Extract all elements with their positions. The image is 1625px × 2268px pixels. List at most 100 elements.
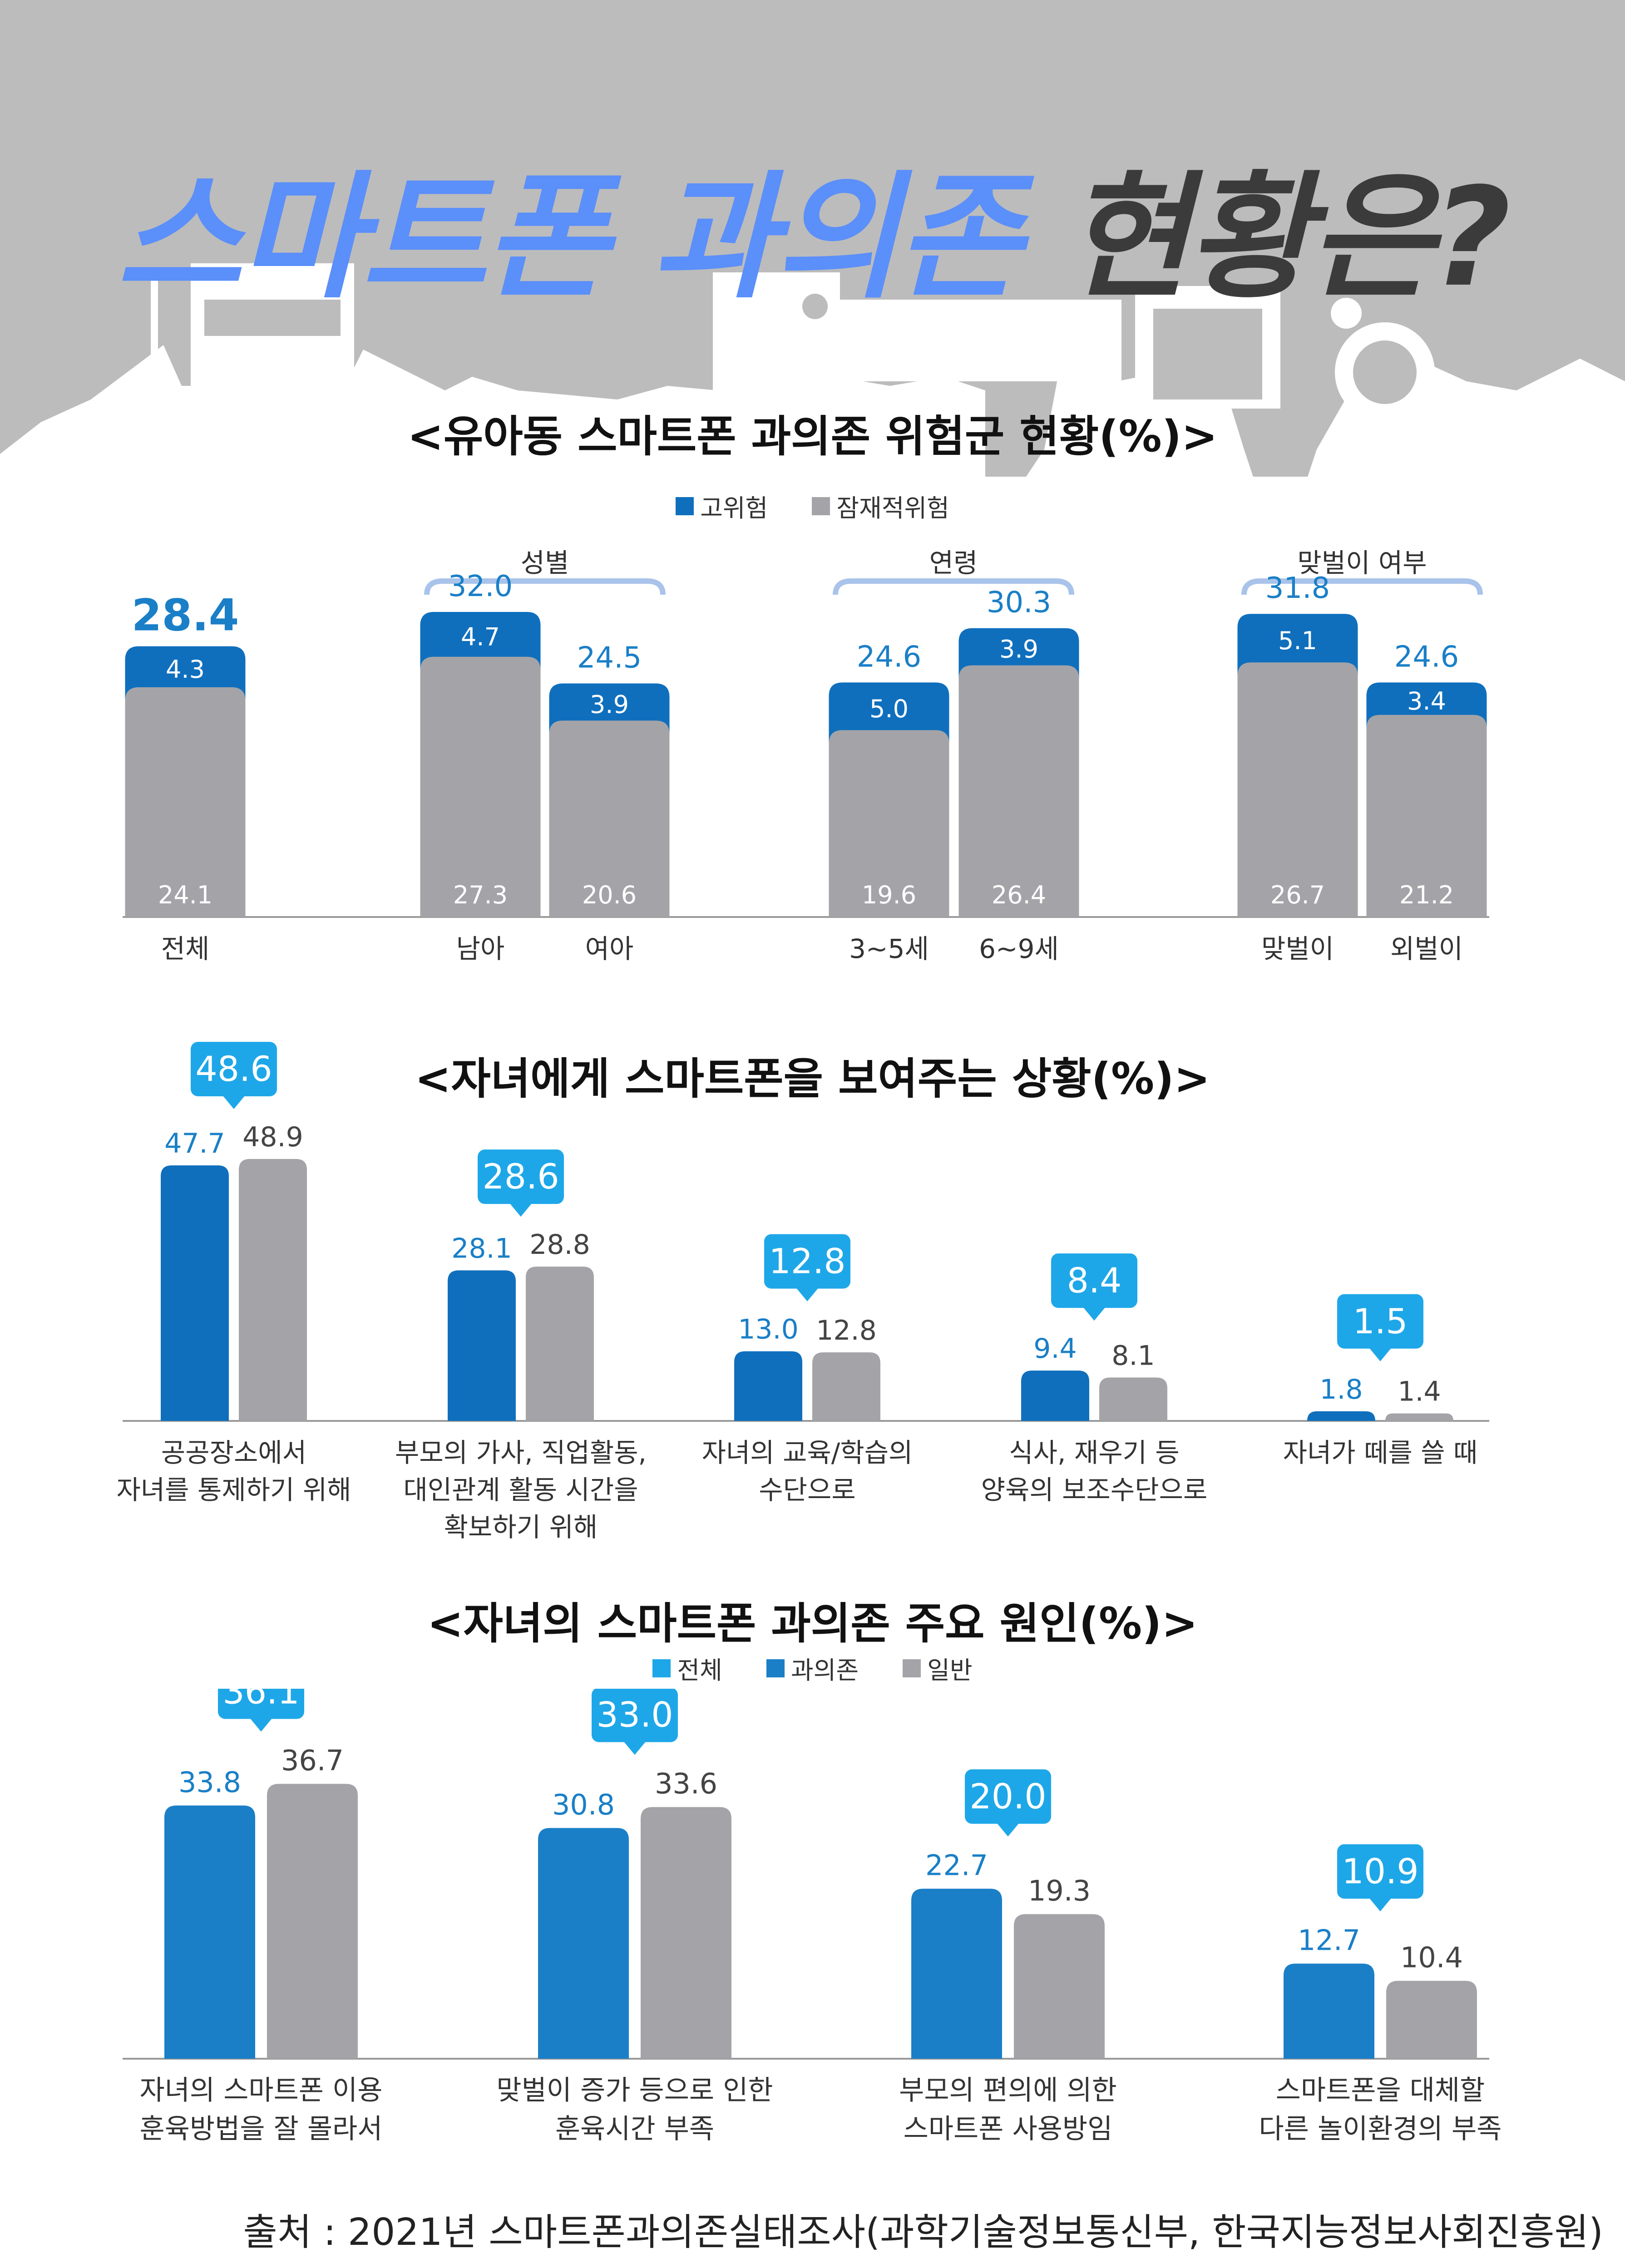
building-3: [840, 300, 1121, 381]
chart2-bar-series-b: [1099, 1377, 1167, 1421]
chart3-value-label-normal: 10.4: [1400, 1941, 1463, 1974]
chart2-total-callout-label: 8.4: [1067, 1260, 1122, 1301]
chart1-group-bracket: [833, 578, 1074, 595]
chart2-value-label-b: 48.9: [242, 1121, 303, 1153]
chart3-total-callout-bubble: [1337, 1844, 1423, 1899]
round-tower-inner: [1353, 340, 1417, 404]
chart2-category-label: 부모의 가사, 직업활동,: [395, 1437, 647, 1468]
chart1-total-label: 28.4: [132, 590, 239, 641]
chart3-total-callout-pointer: [624, 1741, 646, 1755]
chart2-total-callout-label: 12.8: [769, 1241, 845, 1282]
source-note: 출처 : 2021년 스마트폰과의존실태조사(과학기술정보통신부, 한국지능정보…: [243, 2211, 1603, 2254]
chart1-high-risk-label: 5.0: [869, 695, 909, 723]
chart2-value-label-a: 1.8: [1319, 1374, 1363, 1405]
chart3-value-label-overdependent: 30.8: [552, 1788, 615, 1821]
legend-item-high-risk: 고위험: [676, 488, 768, 524]
chart1-high-risk-label: 4.7: [461, 622, 500, 651]
legend-swatch-normal: [903, 1659, 921, 1677]
chart1-high-risk-label: 5.1: [1278, 626, 1317, 655]
legend-item-overdependent: 과의존: [766, 1650, 859, 1686]
chart2-value-label-a: 28.1: [451, 1233, 512, 1264]
chart1-category-label: 외벌이: [1390, 933, 1463, 964]
chart3-bar-normal: [267, 1784, 358, 2059]
chart1-total-label: 24.6: [857, 640, 922, 674]
chart1-category-label: 맞벌이: [1261, 933, 1334, 964]
chart2-bar-series-b: [239, 1159, 307, 1421]
chart2-bar-series-a: [1307, 1411, 1375, 1421]
chart1-high-risk-label: 4.3: [166, 655, 205, 684]
chart2-total-callout-pointer: [1083, 1307, 1105, 1321]
chart1-group-label: 연령: [929, 547, 978, 578]
antenna-ball-2: [1331, 298, 1362, 329]
chart1-high-risk-label: 3.9: [590, 690, 629, 719]
chart1-bar-potential-risk: [549, 720, 670, 917]
chart3-category-label: 자녀의 스마트폰 이용: [140, 2075, 383, 2106]
chart2-title: <자녀에게 스마트폰을 보여주는 상황(%)>: [415, 1054, 1210, 1104]
chart1-category-label: 여아: [585, 933, 634, 964]
header-background: [0, 0, 1625, 477]
chart1-bar-potential-risk: [420, 656, 541, 917]
chart2-category-label: 공공장소에서: [161, 1437, 306, 1468]
chart1-category-label: 3~5세: [849, 933, 929, 964]
chart2-value-label-a: 47.7: [164, 1128, 225, 1159]
legend-swatch-overdependent: [766, 1659, 785, 1677]
chart3-total-callout-pointer: [1369, 1898, 1391, 1912]
chart3-bar-overdependent: [1284, 1963, 1374, 2059]
chart1-potential-risk-label: 27.3: [453, 881, 508, 909]
legend-label-normal: 일반: [927, 1656, 973, 1685]
chart1-bar-potential-risk: [1237, 662, 1358, 917]
chart3-bar-normal: [1386, 1981, 1477, 2059]
chart1-legend: 고위험 잠재적위험: [0, 488, 1625, 524]
chart3-total-callout-label: 36.1: [222, 1689, 299, 1711]
legend-label-total: 전체: [677, 1656, 722, 1685]
chart1-category-label: 전체: [161, 933, 210, 964]
chart2-bar-series-a: [161, 1165, 229, 1421]
chart2-bar-series-a: [734, 1351, 802, 1421]
chart1-bar-potential-risk: [125, 687, 246, 917]
chart2-category-label: 자녀의 교육/학습의: [702, 1437, 913, 1468]
chart3-total-callout-bubble: [965, 1769, 1051, 1824]
chart3-value-label-overdependent: 12.7: [1298, 1923, 1360, 1957]
chart3-value-label-normal: 36.7: [281, 1744, 344, 1777]
chart3-total-callout-pointer: [997, 1823, 1019, 1837]
chart1-total-label: 31.8: [1265, 572, 1330, 605]
chart2-total-callout-pointer: [796, 1288, 818, 1302]
chart3-value-label-normal: 19.3: [1028, 1874, 1091, 1908]
chart2-bar-series-b: [526, 1267, 594, 1421]
chart3-total-callout-label: 10.9: [1342, 1851, 1418, 1891]
chart2-total-callout-pointer: [1369, 1348, 1391, 1361]
chart1-bar-high-risk: [125, 646, 246, 701]
chart2-category-label: 양육의 보조수단으로: [981, 1474, 1208, 1505]
chart1-title: <유아동 스마트폰 과의존 위험군 현황(%)>: [407, 412, 1218, 462]
chart2-total-callout-bubble: [478, 1149, 564, 1204]
chart2-value-label-b: 12.8: [816, 1315, 877, 1346]
chart3-bar-normal: [1014, 1914, 1105, 2059]
chart2-value-label-a: 13.0: [738, 1314, 799, 1346]
chart1-total-label: 32.0: [448, 570, 513, 603]
chart2-total-callout-bubble: [1051, 1253, 1137, 1308]
chart1-high-risk-label: 3.4: [1407, 687, 1446, 715]
chart2-value-label-b: 8.1: [1111, 1340, 1155, 1371]
chart1-total-label: 24.6: [1394, 640, 1459, 674]
chart3-category-label: 스마트폰 사용방임: [904, 2113, 1113, 2145]
chart3-category-label: 스마트폰을 대체할: [1276, 2075, 1485, 2106]
legend-item-potential-risk: 잠재적위험: [812, 488, 949, 524]
chart2-category-label: 식사, 재우기 등: [1009, 1437, 1179, 1468]
chart3-category-label: 훈육시간 부족: [555, 2113, 714, 2145]
chart3-total-callout-label: 20.0: [969, 1776, 1046, 1816]
chart2-total-callout-pointer: [223, 1095, 245, 1109]
chart2-bar-series-a: [1021, 1371, 1089, 1421]
chart3-bar-overdependent: [164, 1805, 255, 2059]
chart3-value-label-normal: 33.6: [655, 1767, 717, 1800]
chart2-category-label: 자녀가 떼를 쓸 때: [1283, 1437, 1478, 1468]
chart3-total-callout-bubble: [592, 1689, 678, 1742]
chart1-bar-potential-risk: [1366, 715, 1487, 917]
chart3-total-callout-pointer: [250, 1718, 272, 1732]
chart1-potential-risk-label: 26.7: [1270, 881, 1325, 909]
chart1-group-bracket: [424, 578, 666, 595]
chart1-category-label: 6~9세: [979, 933, 1059, 964]
chart1-potential-risk-label: 21.2: [1399, 881, 1454, 909]
chart1-potential-risk-label: 26.4: [992, 881, 1046, 909]
